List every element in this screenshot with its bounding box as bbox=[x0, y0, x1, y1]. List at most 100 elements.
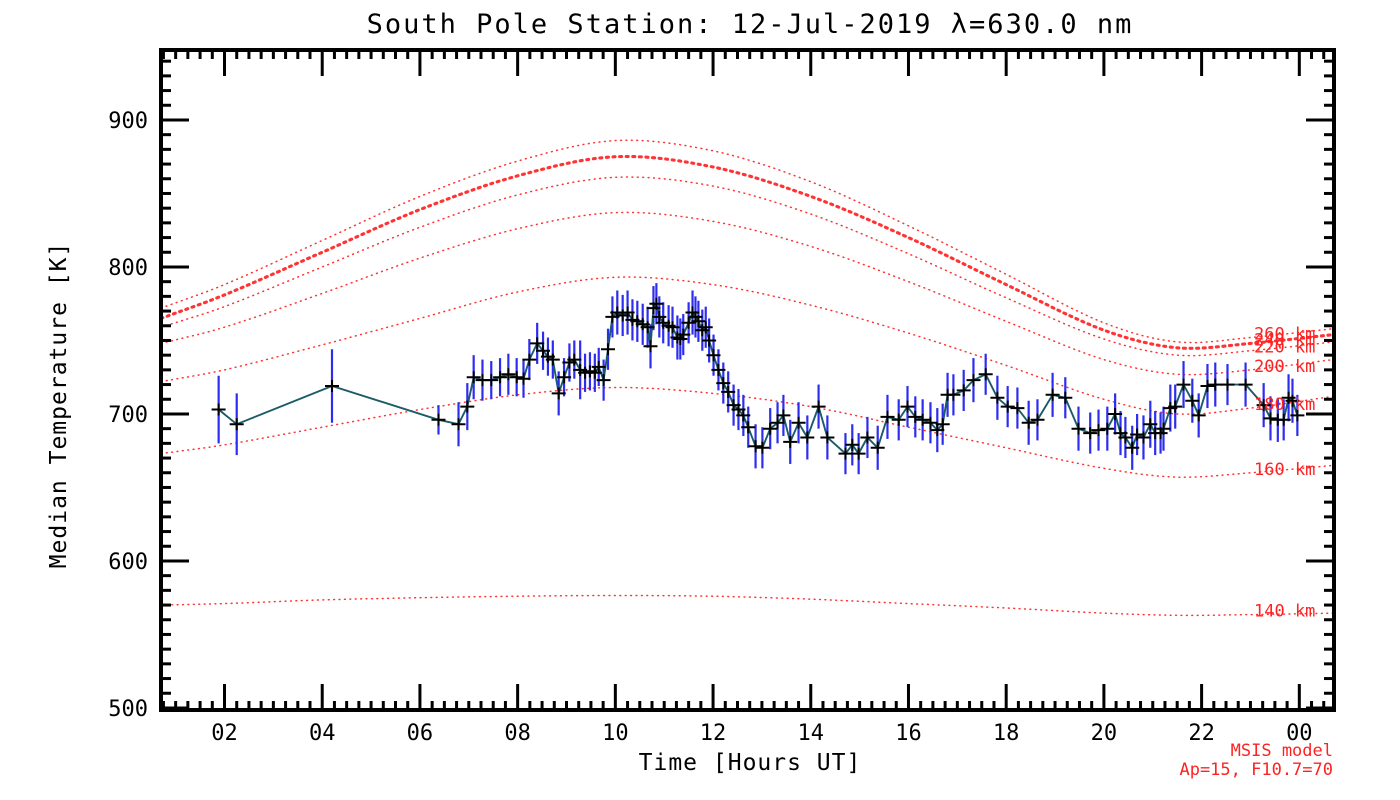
x-tick-label: 06 bbox=[407, 721, 434, 746]
plus-marker bbox=[643, 340, 658, 353]
plus-marker bbox=[1071, 422, 1086, 435]
y-tick-label: 700 bbox=[108, 403, 148, 428]
plus-marker bbox=[1238, 378, 1253, 391]
plus-marker bbox=[591, 360, 606, 373]
plus-marker bbox=[1263, 412, 1278, 425]
plus-marker bbox=[935, 418, 950, 431]
model-curve-260km bbox=[161, 139, 1334, 344]
model-curve-160km bbox=[161, 386, 1334, 479]
plus-marker bbox=[557, 371, 572, 384]
plus-marker bbox=[211, 403, 226, 416]
plus-marker bbox=[1285, 394, 1300, 407]
model-label-140km: 140 km bbox=[1254, 602, 1315, 622]
plus-marker bbox=[891, 413, 906, 426]
plus-marker bbox=[1000, 400, 1015, 413]
plus-marker bbox=[711, 363, 726, 376]
plus-marker bbox=[229, 418, 244, 431]
plus-marker bbox=[870, 441, 885, 454]
plus-marker bbox=[460, 400, 475, 413]
plus-marker bbox=[741, 421, 756, 434]
plus-marker bbox=[755, 441, 770, 454]
plus-marker bbox=[1058, 391, 1073, 404]
plus-marker bbox=[748, 440, 763, 453]
plus-marker bbox=[1143, 418, 1158, 431]
plus-marker bbox=[493, 371, 508, 384]
plus-marker bbox=[736, 409, 751, 422]
plot-frame bbox=[159, 48, 1336, 712]
plus-marker bbox=[620, 306, 635, 319]
plus-marker bbox=[451, 418, 466, 431]
plus-marker bbox=[596, 374, 611, 387]
plus-marker bbox=[721, 385, 736, 398]
median-temperature-series bbox=[218, 301, 1299, 456]
plus-marker bbox=[900, 400, 915, 413]
model-curve-240km bbox=[161, 154, 1334, 350]
plus-marker bbox=[1276, 413, 1291, 426]
plus-marker bbox=[1118, 431, 1133, 444]
plus-marker bbox=[665, 321, 680, 334]
plus-marker bbox=[431, 413, 446, 426]
plus-marker bbox=[601, 343, 615, 356]
plus-marker bbox=[691, 315, 706, 328]
model-label-260km: 260 km bbox=[1254, 325, 1315, 345]
plus-marker bbox=[676, 328, 691, 341]
plus-marker bbox=[1168, 400, 1183, 413]
plus-marker bbox=[501, 368, 516, 381]
plus-marker bbox=[1100, 422, 1115, 435]
plus-marker bbox=[800, 431, 815, 444]
plus-marker bbox=[670, 331, 685, 344]
plus-marker bbox=[1010, 402, 1025, 415]
plus-marker bbox=[966, 374, 981, 387]
model-label-180km: 180 km bbox=[1254, 395, 1315, 415]
plus-marker bbox=[509, 371, 524, 384]
plus-marker bbox=[649, 297, 664, 310]
plus-marker bbox=[466, 371, 481, 384]
plus-marker bbox=[516, 372, 531, 385]
y-axis-title: Median Temperature [K] bbox=[46, 242, 72, 569]
chart-title: South Pole Station: 12-Jul-2019 λ=630.0 … bbox=[367, 9, 1134, 40]
plus-marker bbox=[530, 337, 545, 350]
plus-marker bbox=[545, 353, 560, 366]
plus-marker bbox=[640, 321, 655, 334]
plus-marker bbox=[908, 410, 923, 423]
plus-marker bbox=[946, 388, 961, 401]
x-tick-label: 10 bbox=[602, 721, 629, 746]
plus-marker bbox=[1045, 388, 1060, 401]
x-tick-label: 20 bbox=[1091, 721, 1118, 746]
plus-marker bbox=[681, 316, 696, 329]
plus-marker bbox=[522, 353, 537, 366]
plus-marker bbox=[325, 380, 339, 392]
plus-marker bbox=[851, 447, 866, 460]
model-curve-200km bbox=[161, 211, 1334, 376]
model-curve-180km bbox=[161, 276, 1334, 415]
plus-marker bbox=[838, 447, 853, 460]
y-tick-label: 600 bbox=[108, 550, 148, 575]
plus-marker bbox=[990, 391, 1005, 404]
axes-frame-and-ticks bbox=[159, 48, 1336, 712]
x-tick-label: 16 bbox=[895, 721, 922, 746]
plus-marker bbox=[783, 435, 798, 448]
x-tick-label: 22 bbox=[1188, 721, 1215, 746]
plus-marker bbox=[1030, 413, 1045, 426]
plus-marker bbox=[1083, 427, 1098, 440]
plus-marker bbox=[484, 374, 499, 387]
plus-marker bbox=[698, 321, 713, 334]
x-tick-label: 18 bbox=[993, 721, 1020, 746]
plus-marker bbox=[1220, 378, 1235, 391]
x-tick-label: 14 bbox=[798, 721, 825, 746]
plus-marker bbox=[763, 422, 778, 435]
x-tick-label: 12 bbox=[700, 721, 727, 746]
plus-marker bbox=[860, 431, 875, 444]
plus-marker bbox=[1136, 431, 1151, 444]
plus-marker bbox=[915, 413, 930, 426]
model-label-220km: 220 km bbox=[1254, 338, 1315, 358]
model-label-240km: 240 km bbox=[1254, 330, 1315, 350]
plus-marker bbox=[716, 377, 731, 390]
plus-marker bbox=[880, 410, 895, 423]
model-curve-140km bbox=[161, 594, 1334, 617]
plus-marker bbox=[776, 409, 791, 422]
plus-marker bbox=[811, 400, 826, 413]
plus-marker bbox=[1191, 409, 1206, 422]
